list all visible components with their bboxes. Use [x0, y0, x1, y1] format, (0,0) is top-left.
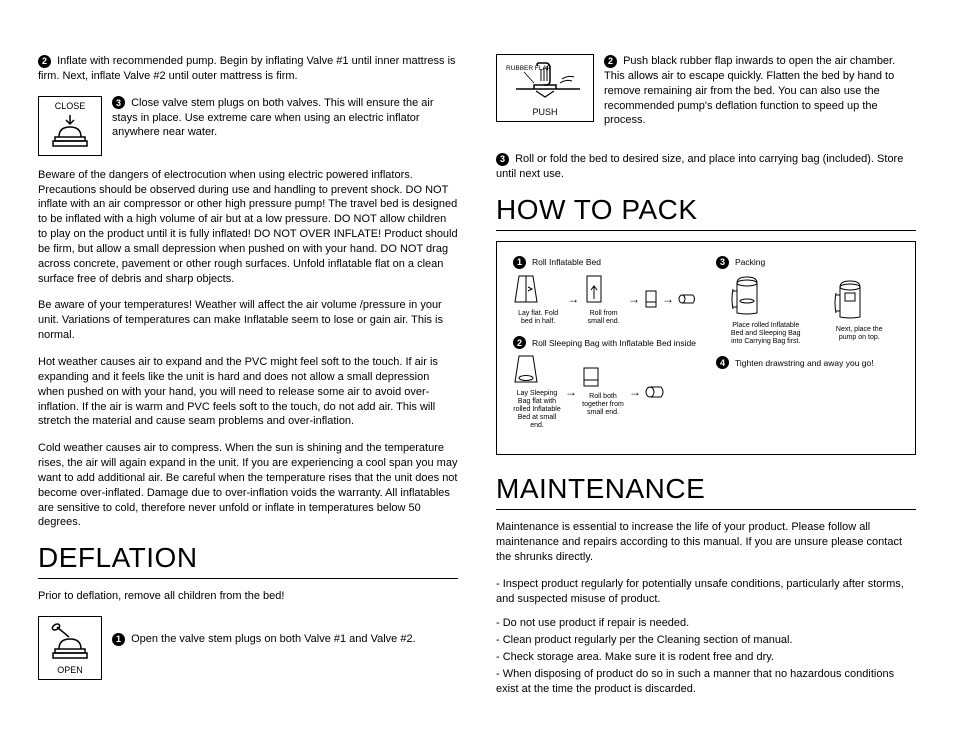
arrow-icon: →: [565, 385, 577, 399]
num-3b-icon: 3: [496, 153, 509, 166]
push-row: RUBBER FLAP PUSH 2 Push black rubber fla…: [496, 54, 916, 140]
pack-s2-title: Roll Sleeping Bag with Inflatable Bed in…: [532, 338, 696, 348]
roll-bed-icon: [583, 273, 605, 305]
deflstep3-text: Roll or fold the bed to desired size, an…: [496, 153, 903, 180]
close-label: CLOSE: [43, 101, 97, 111]
pack-s2-cap1: Lay Sleeping Bag flat with rolled Inflat…: [513, 390, 561, 430]
pack-step-3: 3 Packing Place rolled Inflatable Bed and…: [716, 256, 899, 346]
deflation-heading: DEFLATION: [38, 542, 458, 579]
open-valve-icon: [47, 623, 93, 663]
step3-para: 3 Close valve stem plugs on both valves.…: [112, 96, 458, 141]
arrow-icon: →: [567, 292, 579, 306]
warning-para2: Be aware of your temperatures! Weather w…: [38, 298, 458, 343]
open-label: OPEN: [43, 665, 97, 675]
close-valve-icon: [47, 113, 93, 149]
roll-both-icon: [581, 366, 601, 388]
sleeping-bag-icon: [513, 353, 539, 385]
pack-s4-title: Tighten drawstring and away you go!: [735, 358, 874, 368]
deflstep2-text: Push black rubber flap inwards to open t…: [604, 55, 895, 126]
pack-heading: HOW TO PACK: [496, 194, 916, 231]
close-row: CLOSE 3 Close valve stem plugs on both v…: [38, 96, 458, 156]
pack-step-2: 2 Roll Sleeping Bag with Inflatable Bed i…: [513, 336, 696, 430]
warning-para3: Hot weather causes air to expand and the…: [38, 355, 458, 429]
rolled-icon: [678, 294, 696, 304]
bag-icon: [729, 273, 765, 317]
arrow-icon: →: [629, 385, 641, 399]
maint-3: - Clean product regularly per the Cleani…: [496, 633, 916, 648]
push-flap-icon: RUBBER FLAP: [502, 61, 588, 105]
maint-2: - Do not use product if repair is needed…: [496, 616, 916, 631]
arrow-icon: →: [628, 292, 640, 306]
partial-roll-icon: [644, 289, 658, 309]
pack-num-1: 1: [513, 256, 526, 269]
pack-s2-cap2: Roll both together from small end.: [581, 393, 625, 417]
warning-para1: Beware of the dangers of electrocution w…: [38, 168, 458, 287]
maint-4: - Check storage area. Make sure it is ro…: [496, 650, 916, 665]
pack-left: 1 Roll Inflatable Bed Lay flat. Fold bed …: [513, 256, 696, 440]
num-2-icon: 2: [38, 55, 51, 68]
maint-intro: Maintenance is essential to increase the…: [496, 520, 916, 565]
pack-s1-cap2: Roll from small end.: [583, 310, 624, 326]
rolled-both-icon: [645, 386, 665, 398]
close-icon-box: CLOSE: [38, 96, 102, 156]
deflation-intro: Prior to deflation, remove all children …: [38, 589, 458, 604]
maint-1: - Inspect product regularly for potentia…: [496, 577, 916, 607]
warning-para4: Cold weather causes air to compress. Whe…: [38, 441, 458, 530]
pack-step-1: 1 Roll Inflatable Bed Lay flat. Fold bed …: [513, 256, 696, 326]
num-1-icon: 1: [112, 633, 125, 646]
push-icon-box: RUBBER FLAP PUSH: [496, 54, 594, 122]
pack-s3-cap2: Next, place the pump on top.: [832, 326, 886, 342]
maintenance-heading: MAINTENANCE: [496, 473, 916, 510]
pack-box: 1 Roll Inflatable Bed Lay flat. Fold bed …: [496, 241, 916, 455]
deflstep1-text: Open the valve stem plugs on both Valve …: [131, 633, 416, 645]
pack-s1-cap1: Lay flat. Fold bed in half.: [513, 310, 563, 326]
pack-num-2: 2: [513, 336, 526, 349]
open-icon-box: OPEN: [38, 616, 102, 680]
pack-s3-cap1: Place rolled Inflatable Bed and Sleeping…: [729, 322, 803, 346]
deflstep2-para: 2 Push black rubber flap inwards to open…: [604, 54, 916, 128]
bag-pump-icon: [832, 277, 868, 321]
num-2b-icon: 2: [604, 55, 617, 68]
deflstep1-para: 1 Open the valve stem plugs on both Valv…: [112, 616, 458, 647]
inflate-step2: 2 Inflate with recommended pump. Begin b…: [38, 54, 458, 84]
arrow-icon: →: [662, 292, 674, 306]
pack-num-3: 3: [716, 256, 729, 269]
pack-num-4: 4: [716, 356, 729, 369]
maint-5: - When disposing of product do so in suc…: [496, 667, 916, 697]
step3-text: Close valve stem plugs on both valves. T…: [112, 97, 434, 139]
maint-list: - Inspect product regularly for potentia…: [496, 577, 916, 697]
pack-s3-title: Packing: [735, 257, 765, 267]
pack-s1-title: Roll Inflatable Bed: [532, 257, 601, 267]
push-label: PUSH: [501, 107, 589, 117]
fold-bed-icon: [513, 273, 539, 305]
pack-right: 3 Packing Place rolled Inflatable Bed and…: [716, 256, 899, 440]
step2-text: Inflate with recommended pump. Begin by …: [38, 55, 456, 82]
left-column: 2 Inflate with recommended pump. Begin b…: [38, 54, 458, 708]
right-column: RUBBER FLAP PUSH 2 Push black rubber fla…: [496, 54, 916, 708]
pack-step-4: 4 Tighten drawstring and away you go!: [716, 356, 899, 369]
num-3-icon: 3: [112, 96, 125, 109]
open-row: OPEN 1 Open the valve stem plugs on both…: [38, 616, 458, 680]
deflstep3-para: 3 Roll or fold the bed to desired size, …: [496, 152, 916, 182]
